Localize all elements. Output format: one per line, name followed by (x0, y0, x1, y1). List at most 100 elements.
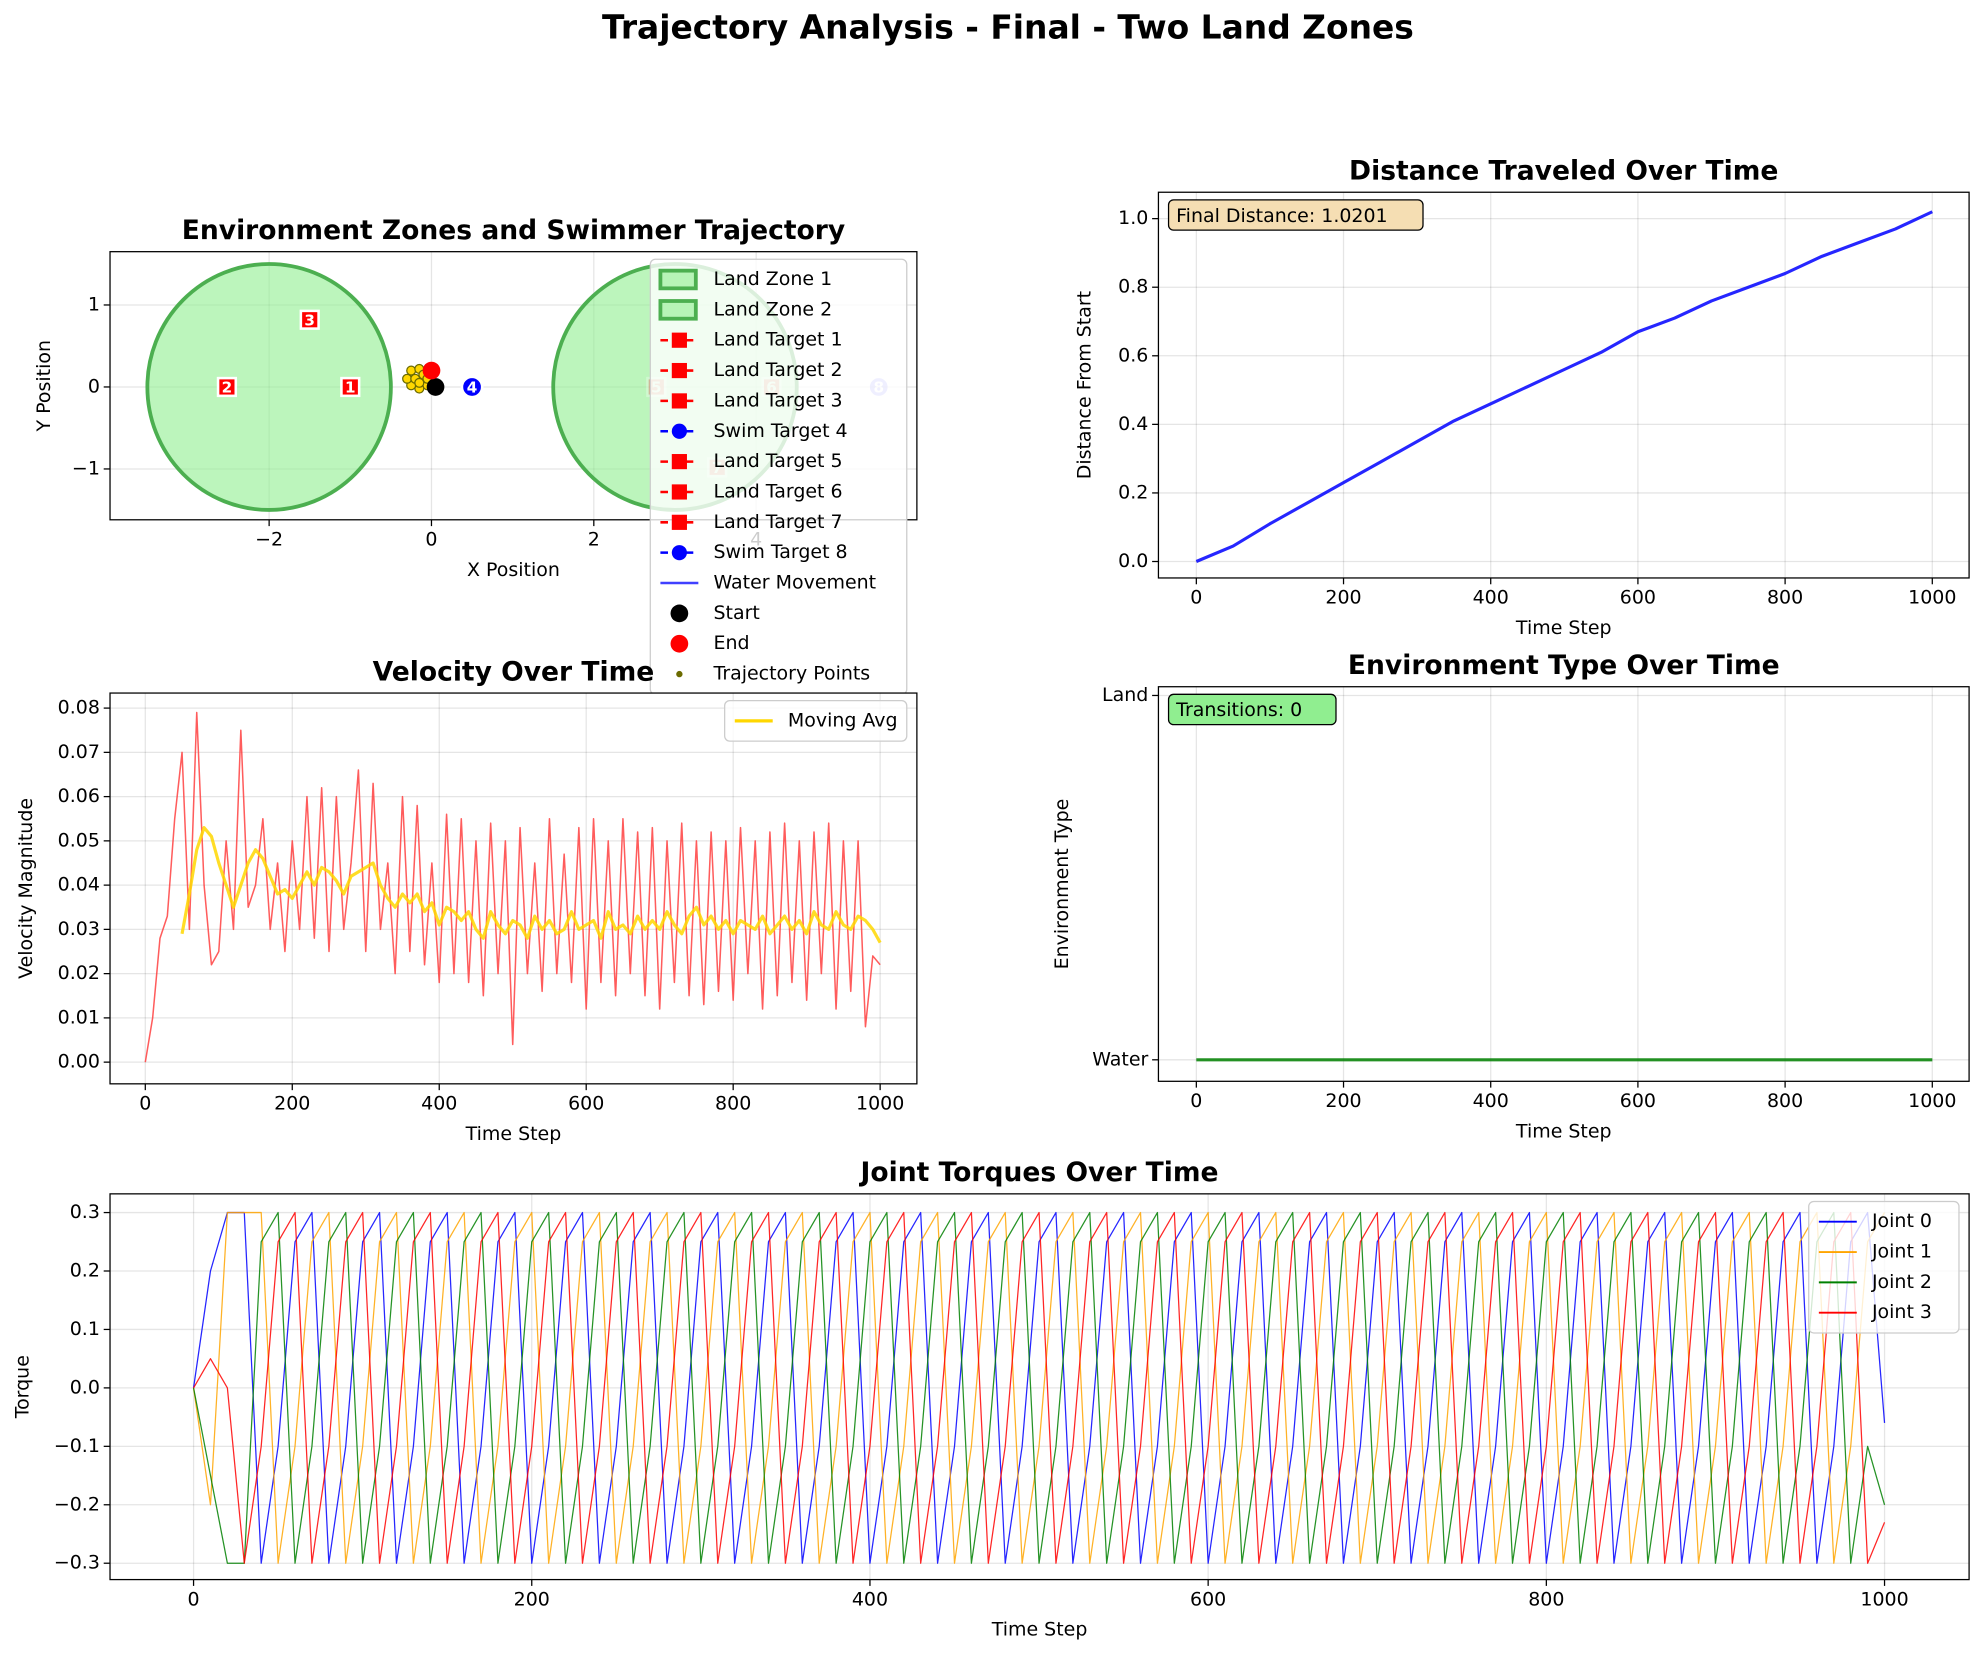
annotation: Final Distance: 1.0201 (1176, 205, 1387, 227)
legend-label: Swim Target 4 (714, 420, 848, 442)
x-tick-label: 0 (425, 529, 437, 551)
legend-label: Trajectory Points (713, 663, 871, 685)
x-tick-label: 0 (1190, 1090, 1202, 1112)
legend-key-marker (671, 393, 687, 409)
start-marker (426, 378, 445, 396)
axes-frame (109, 1193, 1970, 1581)
legend-label: Swim Target 8 (714, 541, 848, 563)
y-axis-label: Environment Type (1051, 799, 1073, 970)
x-tick-label: 800 (715, 1093, 751, 1115)
y-tick-label: Water (1092, 1048, 1148, 1070)
x-tick-label: 800 (1767, 587, 1803, 609)
target-label: 2 (222, 379, 233, 397)
y-tick-label: 0.07 (58, 741, 100, 763)
legend-label: End (714, 632, 750, 654)
target: 1 (340, 376, 361, 398)
x-tick-label: 0 (139, 1093, 151, 1115)
legend-label: Joint 2 (1871, 1271, 1932, 1293)
annotation-box (1167, 199, 1424, 231)
series-line (144, 711, 881, 1063)
x-tick-label: 600 (1620, 1090, 1656, 1112)
chart-title: Environment Zones and Swimmer Trajectory (182, 215, 845, 246)
target-marker (299, 309, 320, 330)
y-tick-label: 0.1 (70, 1318, 100, 1340)
y-tick-label: 0.0 (1118, 550, 1148, 572)
target: 2 (216, 376, 238, 398)
x-tick-label: 600 (568, 1093, 604, 1115)
y-tick-label: 0.08 (58, 697, 100, 719)
y-tick-label: 1.0 (1118, 207, 1148, 229)
legend-key (658, 268, 698, 291)
trajectory-point (414, 377, 425, 388)
y-axis-label: Torque (11, 1355, 33, 1419)
legend-box (724, 700, 908, 742)
legend-key-marker (671, 484, 687, 500)
series-line (192, 1211, 1886, 1564)
x-tick-label: 1000 (1860, 1588, 1908, 1610)
legend-label: Land Target 5 (714, 450, 843, 472)
x-tick-label: 1000 (1908, 1090, 1956, 1112)
legend-label: Joint 3 (1871, 1301, 1932, 1323)
plot-area (1158, 686, 1970, 1082)
target-label: 3 (304, 311, 315, 329)
axes-frame (109, 692, 918, 1085)
y-tick-label: −1 (72, 457, 100, 479)
axes-frame (1157, 686, 1970, 1082)
y-tick-label: 0.03 (58, 918, 100, 940)
y-tick-label: 0.02 (58, 962, 100, 984)
y-tick-label: 0.04 (58, 874, 100, 896)
target-marker (460, 375, 484, 399)
y-tick-label: 0.01 (58, 1006, 100, 1028)
series-line (180, 826, 882, 944)
series-line (192, 1211, 1886, 1564)
chart-title: Joint Torques Over Time (859, 1157, 1219, 1188)
x-tick-label: 2 (588, 529, 600, 551)
target-marker (216, 376, 238, 398)
legend-key (670, 634, 689, 653)
x-tick-label: 200 (274, 1093, 310, 1115)
y-axis-label: Velocity Magnitude (15, 798, 37, 979)
target-label: 4 (467, 379, 478, 397)
target: 3 (299, 309, 320, 330)
target-label: 1 (345, 379, 356, 397)
y-tick-label: 0.05 (58, 829, 100, 851)
x-tick-label: 0 (188, 1588, 200, 1610)
annotation: Transitions: 0 (1175, 699, 1302, 721)
legend-key-marker (671, 545, 687, 561)
legend-key-marker (671, 454, 687, 470)
legend-label: Joint 1 (1871, 1241, 1932, 1263)
y-tick-label: 0.2 (1118, 481, 1148, 503)
series-line (192, 1211, 1886, 1564)
legend-key-marker (671, 332, 687, 348)
x-tick-label: 800 (1767, 1090, 1803, 1112)
chart-title: Distance Traveled Over Time (1349, 156, 1778, 187)
series-line (193, 1211, 1886, 1564)
x-axis-label: X Position (467, 559, 560, 581)
y-tick-label: 0 (88, 375, 100, 397)
x-tick-label: 800 (1528, 1588, 1564, 1610)
x-tick-label: 200 (1325, 1090, 1361, 1112)
y-tick-label: 0.0 (70, 1376, 100, 1398)
x-tick-label: −2 (255, 529, 283, 551)
legend-label: Land Zone 1 (714, 268, 833, 290)
legend-label: Moving Avg (788, 709, 898, 731)
x-axis-label: Time Step (1515, 1120, 1612, 1142)
y-tick-label: Land (1102, 684, 1148, 706)
legend-label: Land Target 2 (714, 359, 843, 381)
y-axis-label: Distance From Start (1074, 291, 1096, 479)
legend-key (670, 604, 689, 623)
legend-key-marker (671, 362, 687, 379)
legend-label: Land Target 3 (714, 389, 843, 411)
legend-key (658, 299, 698, 321)
legend-label: Land Target 7 (714, 511, 843, 533)
legend-box (1808, 1200, 1960, 1334)
x-axis-label: Time Step (465, 1123, 562, 1145)
y-tick-label: 0.06 (58, 785, 100, 807)
chart-title: Velocity Over Time (373, 656, 655, 687)
y-tick-label: 0.4 (1118, 413, 1148, 435)
legend-label: Land Target 1 (714, 329, 843, 351)
x-tick-label: 1000 (856, 1093, 904, 1115)
x-tick-label: 600 (1620, 587, 1656, 609)
x-tick-label: 400 (852, 1588, 888, 1610)
